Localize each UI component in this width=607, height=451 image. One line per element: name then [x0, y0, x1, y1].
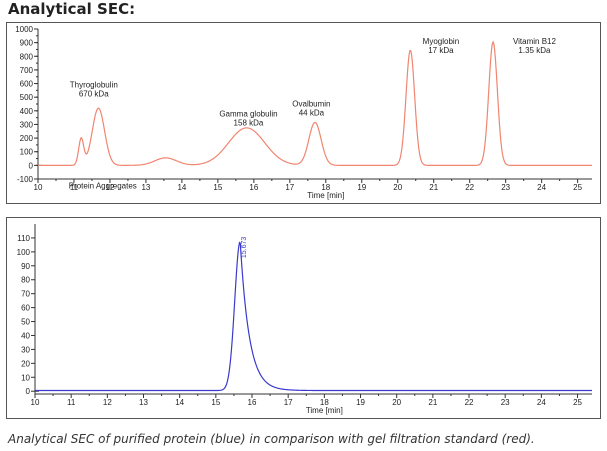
x-tick-label: 10 [34, 183, 43, 192]
peak-annotation-line: Ovalbumin [292, 100, 330, 109]
y-tick-label: 0 [29, 161, 34, 170]
peak-annotation-line: Myoglobin [423, 37, 459, 46]
peak-annotation-line: 44 kDa [299, 109, 325, 118]
x-tick-label: 19 [356, 398, 365, 407]
y-tick-label: 20 [21, 359, 30, 368]
x-tick-label: 23 [501, 398, 510, 407]
y-tick-label: 110 [17, 234, 30, 243]
x-tick-label: 22 [465, 398, 474, 407]
y-tick-label: 500 [20, 93, 34, 102]
peak-annotation-line: Vitamin B12 [513, 37, 557, 46]
y-tick-label: 30 [21, 345, 30, 354]
peak-annotation-line: 17 kDa [428, 46, 454, 55]
figure-caption: Analytical SEC of purified protein (blue… [8, 432, 535, 446]
x-tick-label: 11 [70, 183, 79, 192]
x-tick-label: 14 [175, 398, 184, 407]
x-tick-label: 11 [67, 398, 76, 407]
x-tick-label: 13 [139, 398, 148, 407]
section-heading: Analytical SEC: [8, 0, 136, 18]
y-tick-label: 70 [21, 290, 30, 299]
peak-annotation-line: Thyroglobulin [70, 81, 118, 90]
peak-annotation-line: 1.35 kDa [518, 46, 551, 55]
peak-retention-label: 15.673 [241, 237, 248, 259]
peak-annotation: Myoglobin 17 kDa [423, 37, 459, 55]
y-tick-label: 40 [21, 331, 30, 340]
y-tick-label: 700 [20, 66, 34, 75]
y-tick-label: 300 [20, 120, 34, 129]
x-axis-label: Time [min] [306, 406, 343, 415]
y-tick-label: 80 [21, 276, 30, 285]
y-tick-label: 900 [20, 39, 34, 48]
x-tick-label: 20 [392, 398, 401, 407]
x-tick-label: 16 [249, 183, 258, 192]
x-tick-label: 24 [537, 398, 546, 407]
sample-chart-panel: 10 11 12 13 14 15 16 17 18 19 20 21 22 23 24 25 0 10 20 30 4… [6, 217, 601, 419]
x-tick-label: 12 [105, 183, 114, 192]
x-tick-label: 19 [357, 183, 366, 192]
x-tick-label: 17 [285, 183, 294, 192]
y-tick-label: 600 [20, 80, 34, 89]
peak-annotation-line: 158 kDa [234, 118, 264, 127]
peak-annotation: Gamma globulin 158 kDa [219, 109, 277, 127]
y-tick-label: 50 [21, 318, 30, 327]
y-tick-label: 1000 [15, 25, 33, 34]
y-tick-label: 10 [21, 373, 30, 382]
x-tick-label: 20 [393, 183, 402, 192]
peak-annotation-line: Protein Aggregates [69, 182, 137, 191]
x-tick-label: 24 [537, 183, 546, 192]
x-tick-label: 10 [31, 398, 40, 407]
series-line-0 [35, 241, 592, 392]
x-tick-label: 12 [103, 398, 112, 407]
y-tick-label: -100 [17, 175, 34, 184]
x-tick-label: 16 [248, 398, 257, 407]
x-tick-label: 21 [429, 183, 438, 192]
standard-chromatogram-chart: 10 11 12 13 14 15 16 17 18 19 20 21 22 23 24 25 -100 0 100… [15, 25, 592, 200]
x-tick-label: 21 [428, 398, 437, 407]
y-tick-label: 60 [21, 304, 30, 313]
y-tick-label: 400 [20, 107, 34, 116]
peak-annotation: Vitamin B12 1.35 kDa [513, 37, 557, 55]
y-tick-label: 100 [17, 248, 31, 257]
y-tick-label: 200 [20, 134, 34, 143]
x-tick-label: 22 [465, 183, 474, 192]
x-tick-label: 15 [213, 183, 222, 192]
x-tick-label: 14 [177, 183, 186, 192]
x-tick-label: 13 [141, 183, 150, 192]
y-tick-label: 90 [21, 262, 30, 271]
x-tick-label: 23 [501, 183, 510, 192]
standard-chart-panel: 10 11 12 13 14 15 16 17 18 19 20 21 22 23 24 25 -100 0 100… [6, 22, 601, 204]
x-tick-label: 18 [321, 183, 330, 192]
peak-annotation-line: Gamma globulin [219, 109, 277, 118]
x-tick-label: 15 [211, 398, 220, 407]
y-tick-label: 100 [20, 148, 34, 157]
y-tick-label: 800 [20, 52, 34, 61]
x-tick-label: 25 [573, 398, 582, 407]
x-tick-label: 18 [320, 398, 329, 407]
peak-annotation-line: 670 kDa [79, 90, 109, 99]
series-line-0 [38, 40, 592, 166]
x-tick-label: 25 [573, 183, 582, 192]
peak-annotation: Thyroglobulin 670 kDa [70, 81, 118, 99]
peak-annotation: Ovalbumin 44 kDa [292, 100, 330, 118]
x-axis-label: Time [min] [307, 191, 344, 200]
sample-chromatogram-chart: 10 11 12 13 14 15 16 17 18 19 20 21 22 23 24 2501020304… [17, 224, 592, 415]
peak-annotation: Protein Aggregates [69, 182, 137, 191]
y-tick-label: 0 [26, 387, 31, 396]
x-tick-label: 17 [284, 398, 293, 407]
